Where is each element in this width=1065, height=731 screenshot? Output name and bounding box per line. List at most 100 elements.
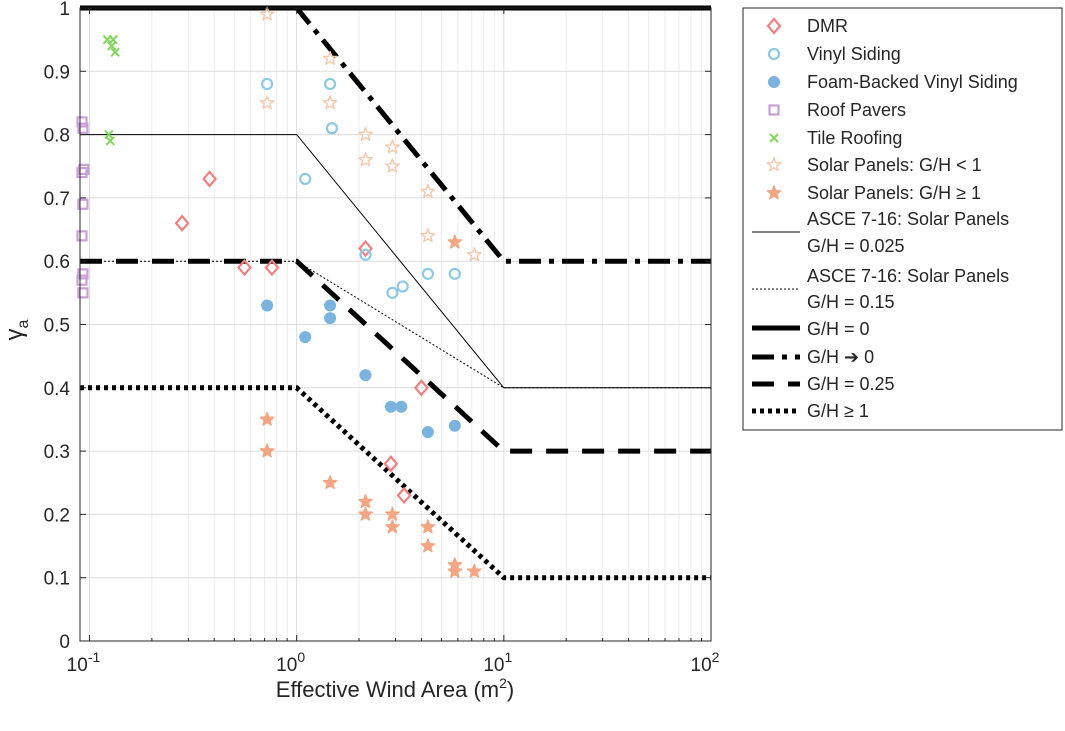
x-tick-label: 101 [483,649,512,676]
marker-solar-panels-g-h-1 [259,443,275,458]
marker-tile-roofing [105,136,115,146]
marker-vinyl-siding [323,77,337,91]
grid [79,7,712,642]
marker-foam-backed-vinyl-siding [421,426,434,439]
marker-dmr [202,170,218,188]
marker-solar-panels-g-h-1 [466,563,482,578]
y-tick-label: 0.7 [44,189,70,210]
y-tick-label: 0.8 [44,126,70,147]
marker-vinyl-siding [448,267,461,280]
legend-marker [766,185,782,200]
marker-roof-pavers [77,287,89,299]
marker-roof-pavers [76,274,88,286]
legend-label: DMR [807,16,848,36]
marker-dmr [413,379,429,397]
marker-solar-panels-g-h-1 [322,475,338,490]
x-tick-label: 10-1 [67,649,101,676]
legend-label: G/H = 0.025 [807,236,905,256]
marker-dmr [396,486,412,505]
x-tick-label: 102 [691,649,720,676]
axis-ticks: 0 0.1 0.2 0.3 0.4 0.5 0.6 0.7 0.8 0.9 1 10-1 100 101 1… [44,0,720,676]
legend-marker [769,133,779,143]
marker-solar-panels-g-h-1 [358,494,373,509]
legend-marker [767,47,781,61]
marker-foam-backed-vinyl-siding [384,400,397,413]
marker-tile-roofing [110,47,120,58]
marker-vinyl-siding [260,77,274,91]
marker-vinyl-siding [396,280,409,293]
marker-solar-panels-g-h-1 [358,152,373,167]
marker-solar-panels-g-h-1 [358,506,373,521]
legend-label: Vinyl Siding [807,44,901,64]
marker-solar-panels-g-h-1 [385,506,400,521]
legend-label: G/H ➔ 0 [807,347,874,367]
marker-tile-roofing [106,41,117,51]
marker-foam-backed-vinyl-siding [359,369,372,382]
marker-solar-panels-g-h-1 [385,139,400,154]
marker-foam-backed-vinyl-siding [448,419,461,432]
y-tick-label: 0.2 [44,505,70,526]
marker-roof-pavers [77,122,89,134]
data-markers [76,6,482,578]
marker-solar-panels-g-h-1 [385,519,400,534]
y-tick-label: 0.5 [44,316,70,337]
x-axis-label: Effective Wind Area (m2) [276,675,514,702]
marker-roof-pavers [77,268,89,280]
marker-solar-panels-g-h-1 [420,183,436,198]
marker-solar-panels-g-h-1 [259,6,275,21]
marker-solar-panels-g-h-1 [358,126,373,141]
marker-solar-panels-g-h-1 [420,519,436,534]
legend-label: G/H = 0.25 [807,374,895,394]
y-tick-label: 0.1 [44,569,70,590]
legend-marker [766,157,782,172]
line-series-3 [80,5,711,264]
marker-solar-panels-g-h-1 [385,158,400,173]
marker-solar-panels-g-h-1 [466,247,482,262]
y-tick-label: 0 [59,632,70,653]
marker-solar-panels-g-h-1 [322,50,338,65]
y-tick-label: 1 [59,0,70,20]
legend-label: ASCE 7-16: Solar Panels [807,266,1009,286]
legend-label: G/H = 0.15 [807,292,895,312]
legend-label: Roof Pavers [807,100,906,120]
legend-label: Solar Panels: G/H < 1 [807,155,982,175]
line-series-5 [80,385,711,581]
marker-solar-panels-g-h-1 [420,538,436,553]
marker-dmr [174,214,190,232]
y-axis-label: γa [1,319,32,340]
legend-marker [766,17,782,35]
marker-solar-panels-g-h-1 [259,95,275,110]
marker-foam-backed-vinyl-siding [324,312,337,325]
legend-label: G/H = 0 [807,319,870,339]
legend-label: ASCE 7-16: Solar Panels [807,209,1009,229]
marker-vinyl-siding [325,122,339,135]
marker-foam-backed-vinyl-siding [261,299,274,312]
marker-dmr [264,258,280,277]
y-tick-label: 0.9 [44,62,70,83]
marker-roof-pavers [76,166,88,179]
marker-solar-panels-g-h-1 [322,95,338,110]
marker-roof-pavers [78,163,90,176]
marker-solar-panels-g-h-1 [447,563,463,578]
legend: DMR Vinyl Siding Foam-Backed Vinyl Siding R… [742,7,1063,431]
marker-vinyl-siding [299,172,312,186]
line-series-0 [80,134,711,389]
y-tick-label: 0.3 [44,442,70,463]
marker-vinyl-siding [386,286,399,299]
legend-marker [768,104,780,116]
marker-roof-pavers [77,198,89,210]
marker-roof-pavers [76,230,88,242]
marker-solar-panels-g-h-1 [420,228,436,243]
marker-foam-backed-vinyl-siding [395,400,408,413]
legend-label: G/H ≥ 1 [807,401,869,421]
marker-solar-panels-g-h-1 [259,411,275,426]
legend-label: Foam-Backed Vinyl Siding [807,72,1018,92]
x-tick-label: 100 [276,649,305,676]
y-tick-label: 0.6 [44,252,70,273]
legend-label: Tile Roofing [807,128,902,148]
y-tick-label: 0.4 [44,379,71,400]
marker-vinyl-siding [359,248,372,261]
marker-dmr [237,258,252,277]
legend-box [742,7,1063,431]
